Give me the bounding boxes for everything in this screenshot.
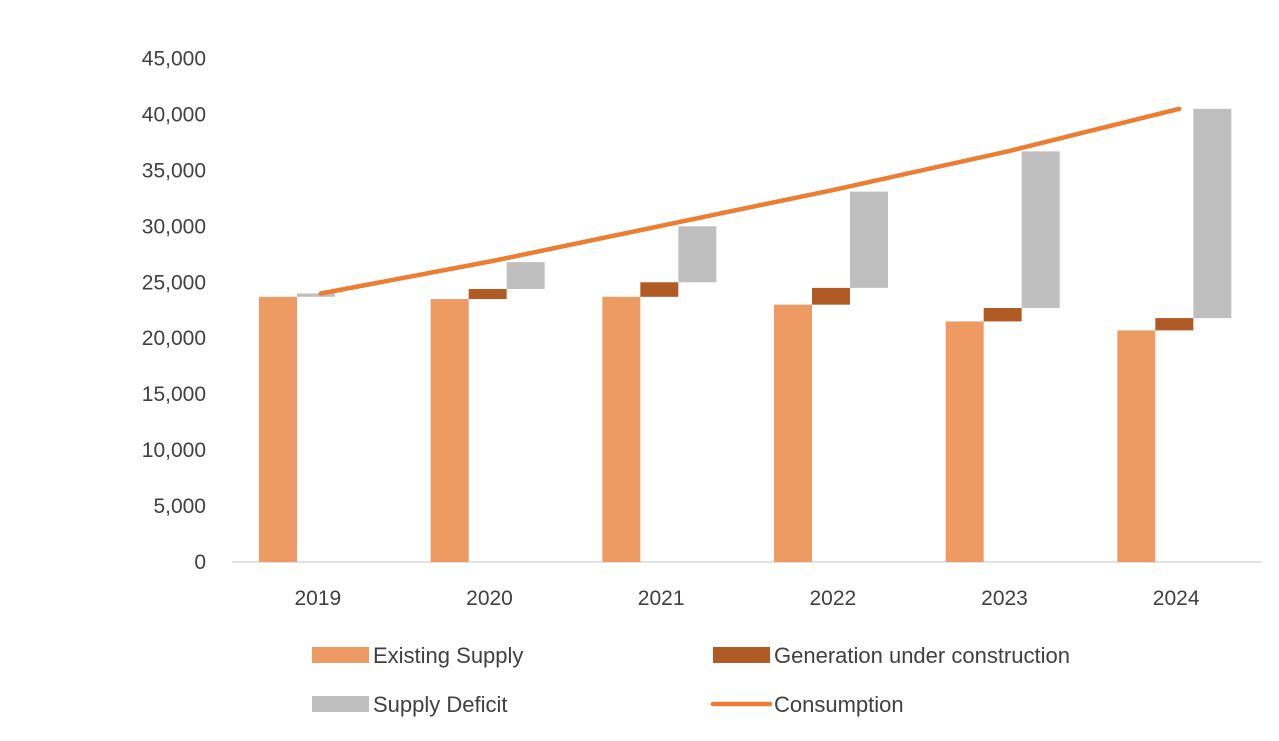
bar-marks bbox=[259, 108, 1232, 562]
bar-existing-supply bbox=[259, 296, 297, 562]
y-tick-label: 0 bbox=[194, 551, 206, 574]
line-marks bbox=[318, 106, 1182, 296]
bar-supply-deficit bbox=[1193, 108, 1232, 319]
bar-existing-supply bbox=[1117, 330, 1156, 562]
legend-swatch-generation-under-construction bbox=[713, 647, 770, 663]
legend-swatch-existing-supply bbox=[312, 647, 369, 663]
bar-existing-supply bbox=[774, 304, 812, 562]
bar-supply-deficit bbox=[678, 226, 717, 283]
line-consumption bbox=[318, 106, 1182, 296]
bar-generation-under-construction bbox=[1155, 318, 1194, 331]
y-tick-label: 10,000 bbox=[142, 439, 206, 462]
bar-supply-deficit bbox=[1021, 151, 1060, 309]
y-tick-label: 45,000 bbox=[142, 48, 206, 71]
y-tick-label: 35,000 bbox=[142, 159, 206, 182]
bar-generation-under-construction bbox=[812, 287, 850, 305]
y-tick-label: 30,000 bbox=[142, 215, 206, 238]
y-tick-label: 25,000 bbox=[142, 271, 206, 294]
x-tick-label: 2019 bbox=[294, 587, 341, 610]
bar-generation-under-construction bbox=[468, 288, 507, 300]
x-tick-label: 2024 bbox=[1153, 587, 1200, 610]
y-tick-label: 15,000 bbox=[142, 383, 206, 406]
legend-swatch-supply-deficit bbox=[312, 696, 369, 712]
x-tick-label: 2023 bbox=[981, 587, 1028, 610]
bar-supply-deficit bbox=[506, 262, 545, 289]
bar-existing-supply bbox=[945, 321, 984, 562]
legend-label-existing-supply: Existing Supply bbox=[373, 643, 523, 668]
legend-label-generation-under-construction: Generation under construction bbox=[774, 643, 1070, 668]
legend-label-supply-deficit: Supply Deficit bbox=[373, 692, 508, 717]
legend: Existing Supply Generation under construc… bbox=[312, 643, 1070, 717]
y-tick-label: 20,000 bbox=[142, 327, 206, 350]
bar-supply-deficit bbox=[850, 191, 888, 288]
x-tick-label: 2021 bbox=[638, 587, 685, 610]
x-tick-label: 2020 bbox=[466, 587, 513, 610]
y-tick-label: 5,000 bbox=[153, 495, 206, 518]
bar-generation-under-construction bbox=[640, 282, 679, 297]
y-axis-tick-labels: 0 5,000 10,000 15,000 20,000 25,000 30,000 35,0… bbox=[142, 48, 206, 575]
y-tick-label: 40,000 bbox=[142, 103, 206, 126]
bar-existing-supply bbox=[602, 296, 641, 562]
bar-supply-deficit bbox=[297, 293, 335, 297]
bar-generation-under-construction bbox=[983, 308, 1022, 322]
bar-existing-supply bbox=[430, 299, 469, 562]
x-tick-label: 2022 bbox=[809, 587, 856, 610]
legend-label-consumption: Consumption bbox=[774, 692, 904, 717]
x-axis-tick-labels: 2019 2020 2021 2022 2023 2024 bbox=[294, 587, 1199, 610]
